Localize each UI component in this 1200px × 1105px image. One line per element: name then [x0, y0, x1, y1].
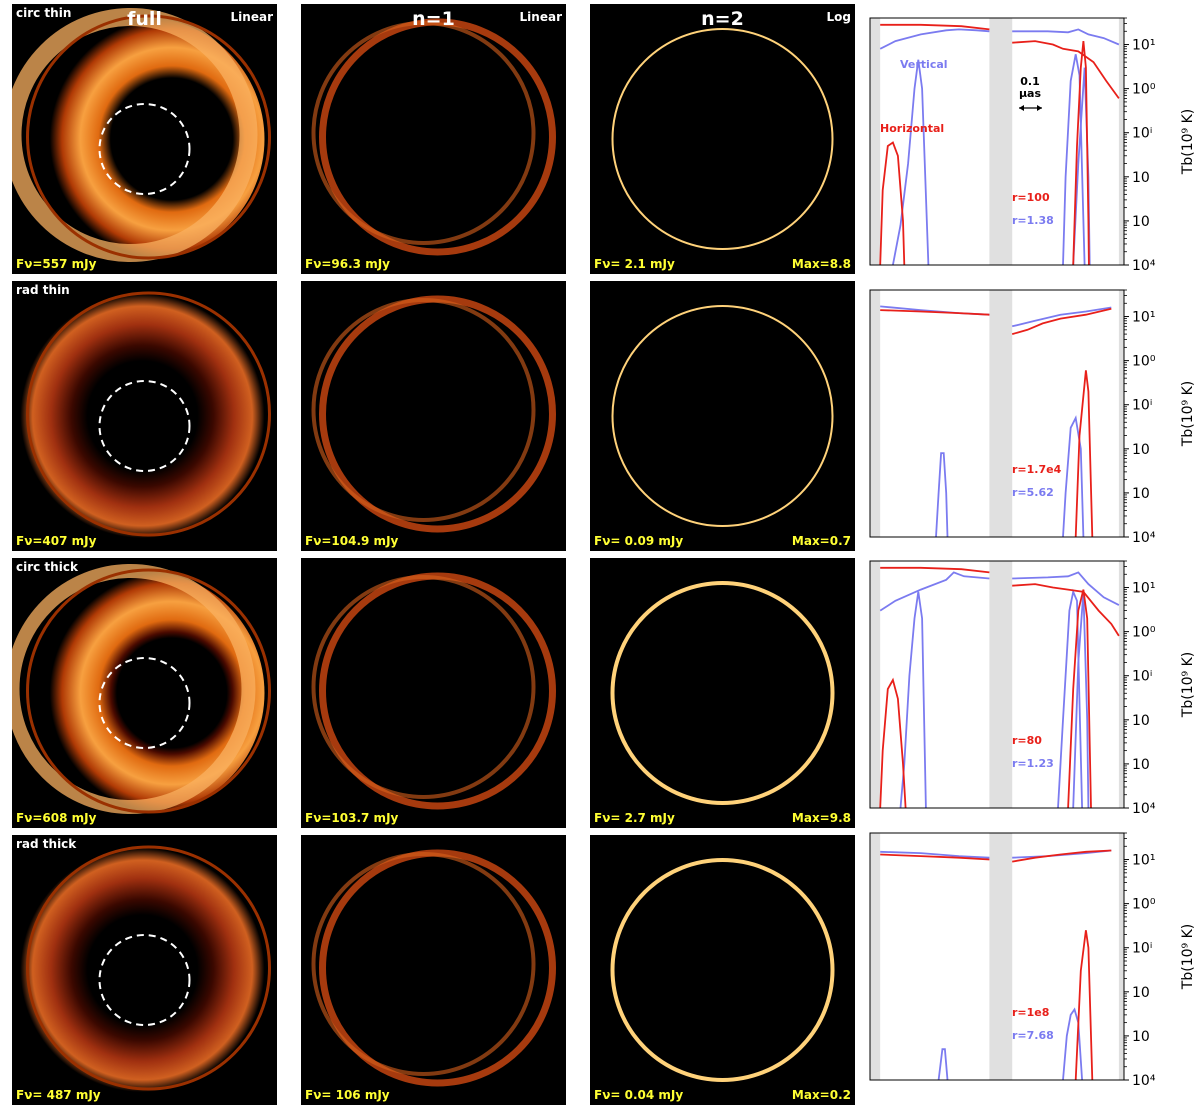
y-axis-label: Tb(10⁹ K): [1180, 652, 1196, 718]
y-tick-label: 10⁳: [1132, 1029, 1150, 1045]
y-tick-label: 10⁴: [1132, 1073, 1156, 1089]
y-tick-label: 10¹: [1132, 310, 1155, 326]
gap-band: [870, 290, 880, 537]
ratio-vertical: r=5.62: [1012, 486, 1054, 499]
y-axis-label: Tb(10⁹ K): [1180, 381, 1196, 447]
y-axis-label: Tb(10⁹ K): [1180, 924, 1196, 990]
tb-plot-2: 10⁴ 10⁳ 10⁲ 10ⁱ 10⁰ 10¹ Tb(10⁹ K) r=1.7e4 r=5.62: [870, 290, 1196, 546]
tb-plot-3: 10⁴ 10⁳ 10⁲ 10ⁱ 10⁰ 10¹ Tb(10⁹ K) r=80 r=1.23: [870, 561, 1196, 817]
y-tick-label: 10⁰: [1132, 354, 1156, 370]
gap-band: [989, 561, 1012, 808]
ratio-horizontal: r=1e8: [1012, 1006, 1049, 1019]
vertical-series-line: [880, 29, 989, 48]
tb-plot-4: 10⁴ 10⁳ 10⁲ 10ⁱ 10⁰ 10¹ Tb(10⁹ K) r=1e8 r=7.68: [870, 833, 1196, 1089]
horizontal-series-line: [880, 25, 989, 30]
y-tick-label: 10⁳: [1132, 757, 1150, 773]
y-tick-label: 10⁴: [1132, 801, 1156, 817]
y-tick-label: 10¹: [1132, 581, 1155, 597]
y-tick-label: 10⁰: [1132, 82, 1156, 98]
y-tick-label: 10ⁱ: [1132, 126, 1152, 142]
y-tick-label: 10⁰: [1132, 625, 1156, 641]
y-tick-label: 10⁲: [1132, 713, 1150, 729]
gap-band: [1119, 290, 1124, 537]
gap-band: [870, 561, 880, 808]
ratio-horizontal: r=80: [1012, 734, 1042, 747]
gap-band: [870, 18, 880, 265]
y-tick-label: 10⁲: [1132, 442, 1150, 458]
y-tick-label: 10ⁱ: [1132, 669, 1152, 685]
ratio-horizontal: r=100: [1012, 191, 1050, 204]
ratio-vertical: r=1.38: [1012, 214, 1054, 227]
ratio-vertical: r=7.68: [1012, 1029, 1054, 1042]
gap-band: [989, 18, 1012, 265]
y-tick-label: 10ⁱ: [1132, 398, 1152, 414]
gap-band: [989, 833, 1012, 1080]
y-tick-label: 10⁰: [1132, 897, 1156, 913]
vertical-series-line: [880, 572, 989, 610]
vertical-series-line: [939, 1049, 948, 1080]
legend-vertical: Vertical: [900, 58, 948, 71]
horizontal-series-line: [880, 143, 904, 266]
gap-band: [989, 290, 1012, 537]
horizontal-series-line: [880, 568, 989, 573]
scale-bar-unit: μas: [1019, 87, 1042, 100]
gap-band: [870, 833, 880, 1080]
horizontal-series-line: [1012, 584, 1119, 636]
gap-band: [1119, 833, 1124, 1080]
horizontal-series-line: [1076, 370, 1093, 537]
y-tick-label: 10⁲: [1132, 985, 1150, 1001]
y-axis-label: Tb(10⁹ K): [1180, 109, 1196, 175]
y-tick-label: 10ⁱ: [1132, 941, 1152, 957]
tb-plot-1: 10⁴ 10⁳ 10⁲ 10ⁱ 10⁰ 10¹ Tb(10⁹ K) r=100 r=1.38 Ve…: [870, 18, 1196, 274]
gap-band: [1119, 561, 1124, 808]
horizontal-series-line: [1076, 930, 1093, 1080]
ratio-horizontal: r=1.7e4: [1012, 463, 1062, 476]
ratio-vertical: r=1.23: [1012, 757, 1054, 770]
y-tick-label: 10⁳: [1132, 486, 1150, 502]
horizontal-series-line: [1012, 309, 1111, 334]
y-tick-label: 10⁴: [1132, 530, 1156, 546]
legend-horizontal: Horizontal: [880, 122, 944, 135]
gap-band: [1119, 18, 1124, 265]
y-tick-label: 10⁲: [1132, 170, 1150, 186]
y-tick-label: 10¹: [1132, 38, 1155, 54]
y-tick-label: 10⁴: [1132, 258, 1156, 274]
vertical-series-line: [1012, 308, 1111, 327]
y-tick-label: 10⁳: [1132, 214, 1150, 230]
vertical-series-line: [936, 453, 948, 537]
y-tick-label: 10¹: [1132, 853, 1155, 869]
